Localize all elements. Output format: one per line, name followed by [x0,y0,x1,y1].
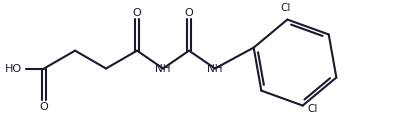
Text: NH: NH [155,64,171,73]
Text: O: O [40,102,48,112]
Text: O: O [133,8,142,18]
Text: O: O [185,8,193,18]
Text: NH: NH [207,64,223,73]
Text: Cl: Cl [280,3,290,13]
Text: Cl: Cl [308,103,318,114]
Text: HO: HO [5,64,22,73]
